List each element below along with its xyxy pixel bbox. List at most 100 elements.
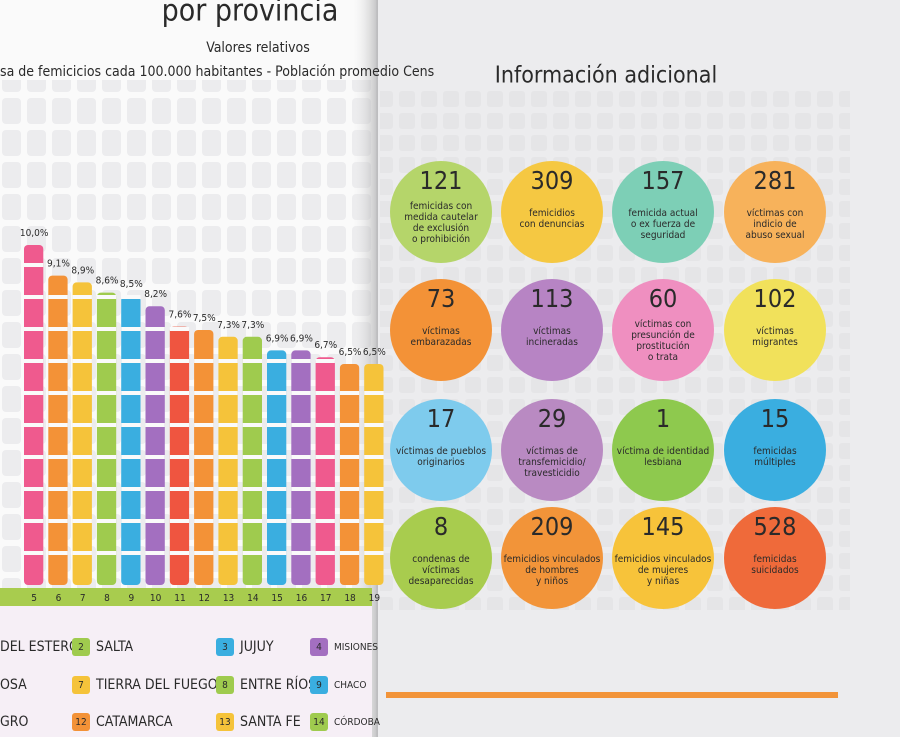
- info-text: prostitución: [636, 340, 689, 352]
- legend-panel: [0, 606, 372, 737]
- info-text: o trata: [648, 352, 678, 363]
- legend-name: MISIONES: [334, 642, 378, 653]
- info-number: 60: [649, 284, 678, 313]
- info-circle: [390, 399, 492, 501]
- legend-name: SALTA: [96, 639, 134, 655]
- legend-number: 8: [222, 680, 228, 691]
- value-label: 8,5%: [120, 279, 143, 290]
- legend-swatch: [310, 676, 328, 694]
- rank-label: 12: [199, 593, 210, 604]
- legend-swatch: [72, 638, 90, 656]
- info-number: 121: [420, 166, 463, 195]
- value-label: 8,9%: [71, 265, 94, 276]
- info-circle: [612, 161, 714, 263]
- chart-subtitle: Valores relativos: [206, 40, 310, 56]
- value-label: 7,3%: [217, 320, 240, 331]
- value-label: 7,3%: [241, 320, 264, 331]
- info-text: travesticidio: [524, 468, 580, 479]
- value-label: 6,9%: [290, 333, 313, 344]
- legend-swatch: [216, 638, 234, 656]
- info-text: abuso sexual: [745, 230, 804, 241]
- info-number: 1: [656, 404, 670, 433]
- value-label: 7,6%: [169, 310, 192, 321]
- rank-label: 13: [223, 593, 234, 604]
- info-text: víctimas de: [526, 445, 578, 457]
- info-text: víctimas con: [635, 318, 692, 330]
- legend-number: 3: [222, 642, 228, 653]
- value-label: 10,0%: [20, 228, 49, 239]
- rank-label: 17: [320, 593, 331, 604]
- bar: [218, 336, 238, 585]
- info-text: de exclusión: [413, 222, 469, 234]
- legend-name: TIERRA DEL FUEGO: [95, 677, 218, 693]
- info-circle: [724, 161, 826, 263]
- value-label: 9,1%: [47, 259, 70, 270]
- info-number: 528: [754, 512, 797, 541]
- bar: [72, 282, 92, 585]
- info-circle: [724, 279, 826, 381]
- legend-name: CATAMARCA: [96, 714, 173, 730]
- info-circle: [501, 399, 603, 501]
- info-text: medida cautelar: [404, 212, 478, 223]
- bar: [96, 292, 117, 585]
- legend-name: DEL ESTERO: [0, 639, 79, 655]
- bar-chart: 10,0% 5 9,1% 6 8,9% 7 8,6% 8 8,5% 9 8,2% 10 7,6% 11 7,…: [20, 228, 386, 604]
- legend-swatch: [72, 676, 90, 694]
- info-text: víctima de identidad: [617, 445, 709, 457]
- info-text: originarios: [417, 457, 465, 468]
- legend-name: OSA: [0, 677, 27, 693]
- info-text: femicidas: [753, 554, 797, 565]
- info-text: de hombres: [525, 565, 579, 576]
- info-text: víctimas: [533, 325, 571, 337]
- info-text: transfemicidio/: [518, 457, 586, 468]
- value-label: 6,5%: [363, 347, 386, 358]
- bar: [315, 357, 335, 585]
- bar: [364, 364, 384, 585]
- bar: [291, 350, 311, 585]
- chart-title: por provincia: [162, 0, 339, 29]
- info-text: víctimas de pueblos: [396, 445, 486, 457]
- legend-name: JUJUY: [239, 639, 274, 655]
- info-title: Información adicional: [495, 63, 717, 89]
- info-circle: [724, 399, 826, 501]
- info-text: seguridad: [641, 230, 686, 241]
- info-text: o ex fuerza de: [631, 219, 696, 230]
- info-text: condenas de: [412, 554, 470, 565]
- info-text: víctimas: [422, 325, 460, 337]
- rank-strip: [0, 588, 372, 606]
- legend-name: GRO: [0, 714, 29, 730]
- info-text: desaparecidas: [408, 576, 473, 587]
- value-label: 7,5%: [193, 313, 216, 324]
- info-text: de mujeres: [638, 565, 689, 576]
- rank-label: 19: [369, 593, 381, 604]
- info-circle: [612, 399, 714, 501]
- info-number: 102: [754, 284, 797, 313]
- legend-swatch: [310, 638, 328, 656]
- info-number: 73: [427, 284, 456, 313]
- info-circle: [390, 279, 492, 381]
- legend-swatch: [72, 713, 90, 731]
- legend-swatch: [216, 676, 234, 694]
- legend-name: CHACO: [334, 680, 366, 691]
- legend-number: 14: [313, 717, 325, 728]
- rank-label: 14: [247, 593, 259, 604]
- info-circle: [612, 279, 714, 381]
- info-text: o prohibición: [412, 233, 470, 245]
- value-label: 8,6%: [96, 276, 119, 287]
- info-text: y niños: [536, 576, 569, 587]
- info-number: 157: [642, 166, 685, 195]
- info-number: 309: [531, 166, 574, 195]
- info-text: suicidados: [751, 565, 799, 576]
- info-text: femicidios vinculados: [504, 554, 601, 565]
- info-text: femicidas con: [410, 201, 472, 212]
- legend-number: 7: [78, 680, 84, 691]
- legend-name: ENTRE RÍOS: [240, 676, 316, 693]
- bar: [121, 296, 141, 585]
- info-text: víctimas: [422, 564, 460, 576]
- info-text: migrantes: [752, 337, 798, 348]
- info-text: indicio de: [753, 219, 797, 230]
- info-number: 15: [761, 404, 790, 433]
- value-label: 6,7%: [314, 340, 337, 351]
- info-text: víctimas con: [747, 207, 804, 219]
